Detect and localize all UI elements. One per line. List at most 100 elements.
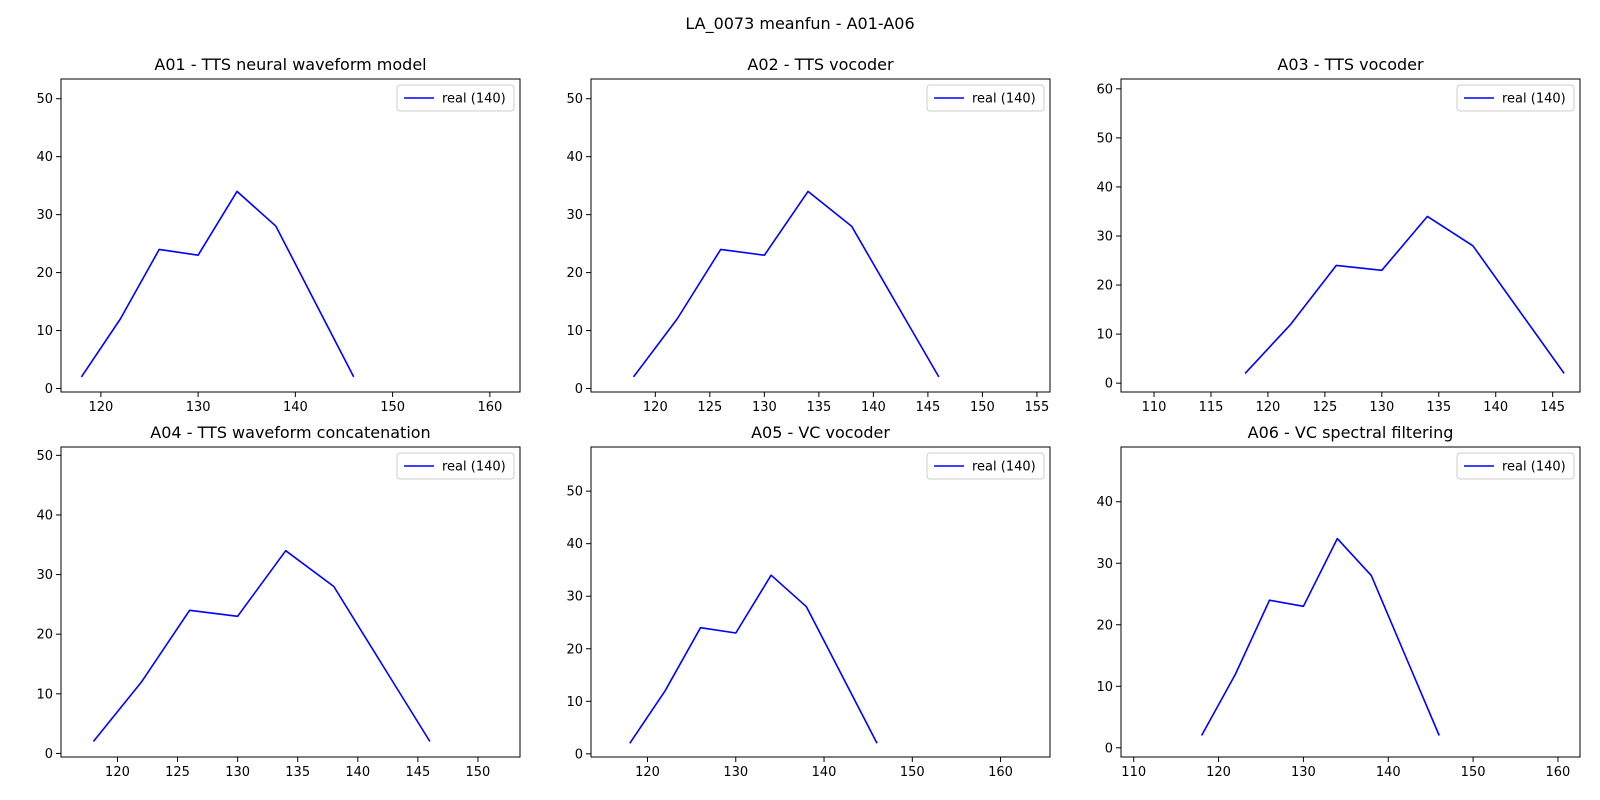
subplot-grid: A01 - TTS neural waveform model 120 130 140… — [36, 55, 1581, 780]
x-tick-label: 150 — [1461, 765, 1486, 780]
x-tick-label: 130 — [1291, 765, 1316, 780]
axes-frame — [1120, 446, 1581, 758]
x-tick-label: 150 — [900, 765, 925, 780]
legend: real (140) — [1456, 84, 1575, 112]
legend-box — [926, 84, 1045, 112]
series-line-real — [632, 190, 940, 378]
x-tick-label: 130 — [723, 765, 748, 780]
axes-frame — [60, 78, 521, 393]
x-tick-label: 160 — [477, 400, 502, 415]
x-tick-label: 125 — [697, 400, 722, 415]
y-tick-label: 40 — [1096, 180, 1113, 195]
legend-box — [1456, 84, 1575, 112]
subplot-6: A06 - VC spectral filtering 110 120 130 140 1… — [1096, 423, 1581, 780]
subplot-1: A01 - TTS neural waveform model 120 130 140… — [36, 55, 521, 415]
y-tick-label: 30 — [566, 590, 583, 605]
x-tick-label: 155 — [1025, 400, 1050, 415]
x-tick-label: 140 — [283, 400, 308, 415]
legend: real (140) — [926, 84, 1045, 112]
subplot-5: A05 - VC vocoder 120 130 140 150 160 0 10 20 30 40… — [566, 423, 1051, 780]
legend-label: real (140) — [972, 460, 1036, 475]
legend-label: real (140) — [442, 460, 506, 475]
y-tick-label: 30 — [1096, 557, 1113, 572]
legend: real (140) — [1456, 452, 1575, 480]
subplot-title: A03 - TTS vocoder — [1277, 55, 1424, 74]
x-tick-label: 125 — [1312, 400, 1337, 415]
y-tick-label: 0 — [1105, 377, 1113, 392]
subplot-title: A02 - TTS vocoder — [747, 55, 894, 74]
y-tick-label: 10 — [566, 695, 583, 710]
legend: real (140) — [926, 452, 1045, 480]
x-tick-label: 120 — [643, 400, 668, 415]
x-tick-label: 135 — [285, 765, 310, 780]
x-tick-label: 115 — [1199, 400, 1224, 415]
legend-box — [396, 452, 515, 480]
y-tick-label: 50 — [566, 92, 583, 107]
y-tick-label: 30 — [36, 208, 53, 223]
axes-frame — [590, 78, 1051, 393]
y-tick-label: 10 — [36, 687, 53, 702]
series-line-real — [1244, 215, 1565, 374]
y-tick-label: 40 — [36, 508, 53, 523]
legend: real (140) — [396, 84, 515, 112]
x-tick-label: 130 — [752, 400, 777, 415]
y-tick-label: 20 — [1096, 618, 1113, 633]
series-line-real — [80, 190, 355, 378]
x-tick-label: 140 — [812, 765, 837, 780]
subplot-title: A05 - VC vocoder — [751, 423, 890, 442]
y-tick-label: 50 — [1096, 131, 1113, 146]
y-tick-label: 20 — [1096, 279, 1113, 294]
x-tick-label: 130 — [225, 765, 250, 780]
x-tick-label: 150 — [466, 765, 491, 780]
y-tick-label: 0 — [575, 747, 583, 762]
legend-box — [396, 84, 515, 112]
subplot-title: A01 - TTS neural waveform model — [154, 55, 426, 74]
subplot-title: A06 - VC spectral filtering — [1248, 423, 1454, 442]
x-tick-label: 140 — [345, 765, 370, 780]
x-tick-label: 120 — [635, 765, 660, 780]
x-tick-label: 135 — [806, 400, 831, 415]
axes-frame — [1120, 78, 1581, 393]
legend-label: real (140) — [442, 92, 506, 107]
y-tick-label: 20 — [566, 266, 583, 281]
y-tick-label: 20 — [36, 628, 53, 643]
x-tick-label: 130 — [1369, 400, 1394, 415]
y-tick-label: 10 — [566, 324, 583, 339]
x-tick-label: 145 — [915, 400, 940, 415]
x-tick-label: 125 — [165, 765, 190, 780]
y-tick-label: 30 — [36, 568, 53, 583]
x-tick-label: 140 — [1483, 400, 1508, 415]
x-tick-label: 140 — [1376, 765, 1401, 780]
y-tick-label: 0 — [1105, 741, 1113, 756]
subplot-2: A02 - TTS vocoder 120 125 130 135 140 145 150 15… — [566, 55, 1051, 415]
x-tick-label: 160 — [1546, 765, 1571, 780]
legend: real (140) — [396, 452, 515, 480]
axes-frame — [60, 446, 521, 758]
x-tick-label: 120 — [1256, 400, 1281, 415]
y-tick-label: 40 — [566, 537, 583, 552]
series-line-real — [1200, 537, 1440, 736]
x-tick-label: 120 — [88, 400, 113, 415]
y-tick-label: 50 — [36, 449, 53, 464]
x-tick-label: 120 — [1206, 765, 1231, 780]
y-tick-label: 0 — [45, 382, 53, 397]
y-tick-label: 10 — [1096, 680, 1113, 695]
x-tick-label: 145 — [1540, 400, 1565, 415]
y-tick-label: 20 — [36, 266, 53, 281]
y-tick-label: 50 — [566, 485, 583, 500]
x-tick-label: 110 — [1142, 400, 1167, 415]
legend-label: real (140) — [1502, 460, 1566, 475]
y-tick-label: 30 — [1096, 229, 1113, 244]
legend-box — [1456, 452, 1575, 480]
y-tick-label: 60 — [1096, 82, 1113, 97]
y-tick-label: 10 — [1096, 328, 1113, 343]
y-tick-label: 40 — [1096, 495, 1113, 510]
x-tick-label: 130 — [186, 400, 211, 415]
series-line-real — [629, 574, 878, 744]
x-tick-label: 150 — [970, 400, 995, 415]
legend-label: real (140) — [972, 92, 1036, 107]
subplot-4: A04 - TTS waveform concatenation 120 125 13… — [36, 423, 521, 780]
axes-frame — [590, 446, 1051, 758]
